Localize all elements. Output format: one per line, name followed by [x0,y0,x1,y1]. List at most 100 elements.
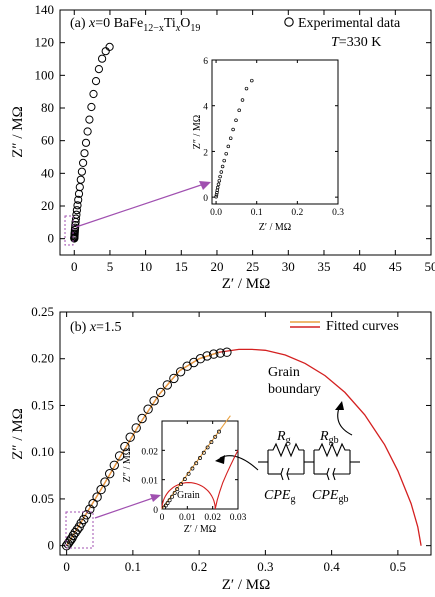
panel-b-y-tick-label: 0 [48,538,55,553]
panel-a-var: x [88,16,96,31]
panel-b-frame [59,311,432,556]
panel-a-inset-point [228,136,233,140]
panel-b-x-tick-label: 0.3 [257,559,273,574]
panel-b-inset-x-tick-label: 0 [160,513,165,523]
panel-a-inset-point [217,178,222,183]
panel-a-inset-point [219,170,224,174]
panel-a-x-tick-label: 5 [107,259,114,274]
panel-a-inset-frame [211,59,339,205]
panel-a-inset: 0.0 0.1 0.2 0.3 0 2 4 6 Z′ / MΩ Z″ / MΩ [192,57,344,233]
panel-b-data-point [137,413,147,424]
panel-b-title: (b) x=1.5 [70,320,121,335]
label-cpe-gb: CPEgb [312,488,348,505]
panel-a-inset-point [237,108,241,113]
panel-a-inset-point [224,151,228,156]
label-rgb-sub: gb [329,435,339,446]
label-cpe-g-sub: g [290,494,295,505]
label-cpe-gb-main: CPE [312,488,339,503]
panel-b-data-point [85,504,95,514]
panel-b-inset-x-tick-label: 0.02 [204,513,221,523]
label-rgb: Rgb [319,429,339,446]
panel-b-inset-point [167,498,172,503]
panel-b-x-tick-label: 0.5 [390,559,406,574]
label-rg-main: R [276,429,286,444]
panel-b-value: =1.5 [96,320,121,335]
panel-a-x-tick-label: 20 [210,259,223,274]
panel-b-inset-grain-arc [161,482,216,510]
panel-a-inset-point [215,185,220,190]
panel-b-inset-x-tick-label: 0.03 [230,513,247,523]
panel-a-data-point [71,221,80,230]
panel-b-x-ticks: 0 0.1 0.2 0.3 0.4 0.5 [63,312,406,574]
panel-a-data-point [71,214,81,223]
panel-a-zoom-box [64,215,74,246]
panel-b-inset-point [205,445,210,450]
panel-a-data-points [70,42,114,243]
temperature-var: T [331,35,340,50]
panel-a-inset-point [216,182,221,187]
panel-b-var: x [89,320,97,335]
panel-a-inset-point [226,144,231,149]
panel-a-data-point [80,149,89,158]
label-rg: Rg [276,429,291,446]
panel-a-inset-x-tick-label: 0.0 [210,208,222,218]
panel-a-inset-y-tick-label: 4 [203,103,208,113]
panel-b-data-point [222,347,232,357]
panel-a-data-point [105,42,114,52]
panel-b-x-tick-label: 0 [63,559,70,574]
panel-a-data-point [89,89,98,99]
label-cpe-g: CPEg [264,488,295,505]
panel-a-data-point [94,65,104,74]
panel-a-frame [59,9,432,256]
annotation-boundary: boundary [268,382,321,397]
panel-b-y-label: Z″ / MΩ [10,408,26,460]
grain-arrowhead [215,455,225,464]
panel-a-y-tick-label: 0 [48,231,55,246]
panel-b-inset-y-label: Z″ / MΩ [122,448,133,482]
cpe-g-left-plate [280,467,284,481]
panel-a-x-tick-label: 15 [175,259,188,274]
panel-b-y-ticks: 0 0.05 0.10 0.15 0.20 0.25 [31,304,431,553]
panel-b-x-tick-label: 0.4 [324,559,341,574]
panel-a-inset-x-tick-label: 0.2 [291,208,303,218]
panel-a-data-point [75,183,84,192]
panel-b-data-point [96,484,106,495]
panel-b-inset-ticks: 0 0.01 0.02 0.03 0 0.01 0.02 [141,421,247,523]
panel-a-inset-point [234,118,238,123]
panel-a-inset-point [244,86,249,91]
panel-a-inset-point [240,98,245,102]
panel-b-data-point [109,460,120,470]
panel-a-zoom-arrowhead [199,181,211,190]
panel-b-y-tick-label: 0.05 [31,491,54,506]
panel-a-x-tick-label: 25 [246,259,259,274]
panel-a-inset-points [214,78,254,199]
panel-a-value: =0 [95,16,110,31]
panel-b-inset-point [201,450,206,455]
panel-b-data-point [202,351,212,361]
label-cpe-g-main: CPE [264,488,291,503]
panel-b-y-tick-label: 0.15 [31,397,54,412]
panel-b-inset-point [175,487,180,492]
panel-a-y-tick-label: 120 [35,35,55,50]
panel-a-data-point [79,158,88,167]
panel-a-data-point [72,206,82,215]
panel-b-inset-point [194,461,199,466]
panel-b-data-point [79,514,89,525]
legend-marker-experimental [284,17,294,27]
panel-a-inset-y-label: Z″ / MΩ [192,115,203,149]
panel-b-data-point [81,510,92,520]
panel-b-inset-point [213,434,218,439]
panel-a-inset-ticks: 0.0 0.1 0.2 0.3 0 2 4 6 [203,57,344,218]
panel-b-inset-point [182,477,187,482]
panel-b-data-point [143,404,153,414]
panel-a-inset-y-tick-label: 0 [203,194,208,204]
label-cpe-gb-sub: gb [338,494,348,505]
panel-b-inset-point [170,494,175,499]
panel-a-inset-point [214,193,219,197]
panel-b-inset: 0 0.01 0.02 0.03 0 0.01 0.02 Grain Z′ / MΩ Z″ … [122,415,247,535]
annotation-grain: Grain [268,365,300,380]
panel-a-x-tick-label: 40 [353,259,366,274]
panel-b-zoom-arrow [94,496,157,519]
